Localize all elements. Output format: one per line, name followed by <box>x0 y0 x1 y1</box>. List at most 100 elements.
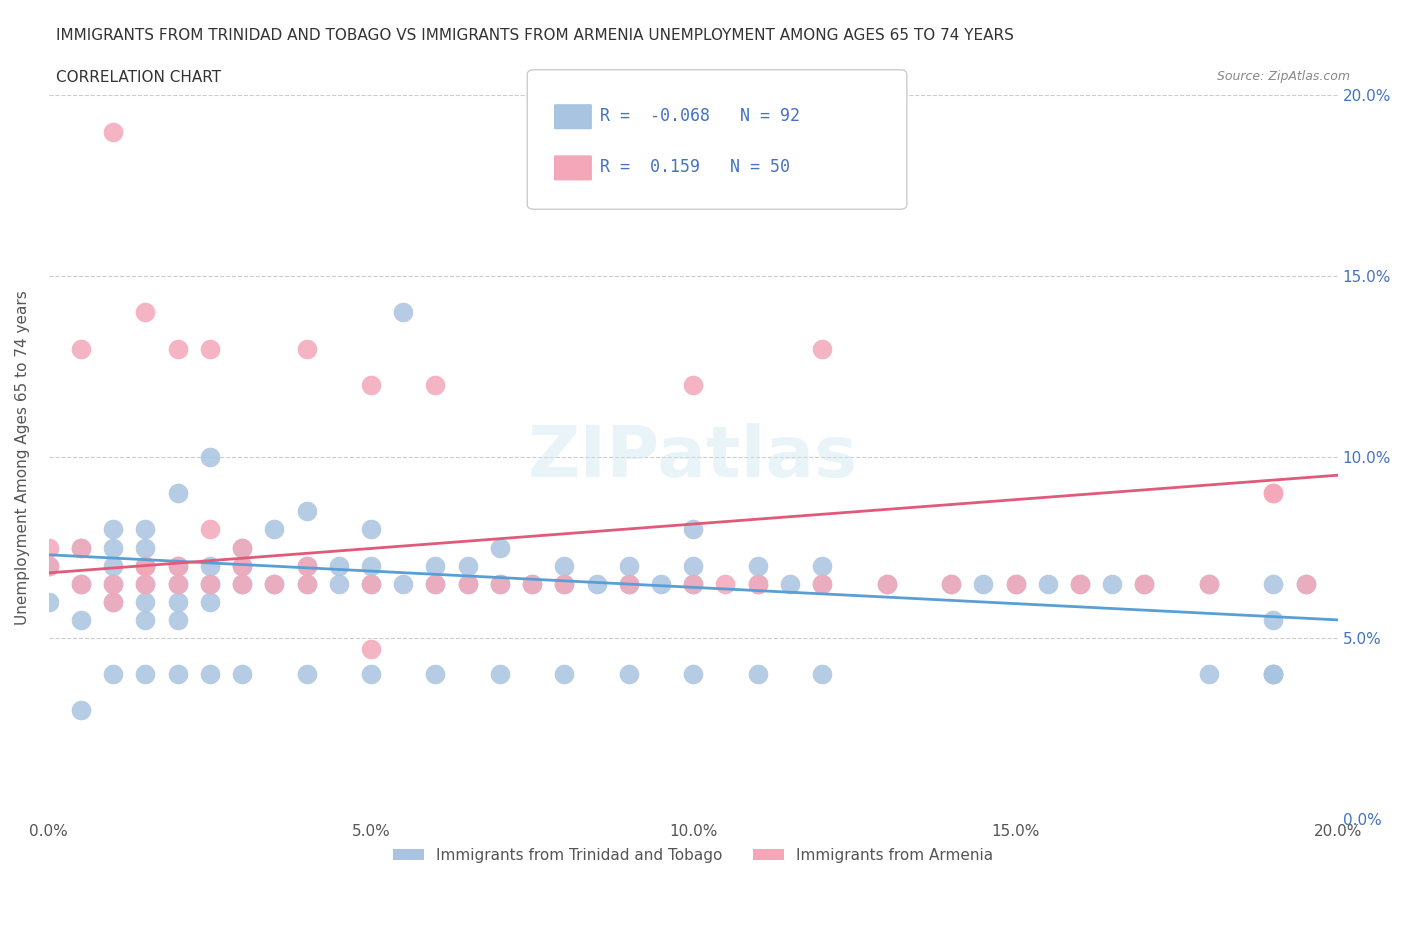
Point <box>1263 577 1285 591</box>
Point <box>617 558 640 573</box>
Point <box>231 558 253 573</box>
Point <box>617 577 640 591</box>
Point <box>876 577 898 591</box>
Text: IMMIGRANTS FROM TRINIDAD AND TOBAGO VS IMMIGRANTS FROM ARMENIA UNEMPLOYMENT AMON: IMMIGRANTS FROM TRINIDAD AND TOBAGO VS I… <box>56 28 1014 43</box>
Point <box>134 558 156 573</box>
Point <box>231 667 253 682</box>
Point <box>38 594 60 609</box>
Point <box>360 642 382 657</box>
Point <box>70 577 93 591</box>
Point <box>70 540 93 555</box>
Point <box>198 522 221 537</box>
Point <box>779 577 801 591</box>
Point <box>198 341 221 356</box>
Point <box>134 558 156 573</box>
Point <box>295 558 318 573</box>
Point <box>103 540 125 555</box>
Point <box>939 577 962 591</box>
Point <box>425 577 447 591</box>
Point <box>231 577 253 591</box>
Point <box>457 558 479 573</box>
Point <box>328 558 350 573</box>
Point <box>134 558 156 573</box>
Point <box>295 341 318 356</box>
Point <box>70 577 93 591</box>
Point <box>1263 613 1285 628</box>
Point <box>553 577 575 591</box>
Point <box>166 577 188 591</box>
Point <box>425 577 447 591</box>
Point <box>1263 667 1285 682</box>
Point <box>166 594 188 609</box>
Point <box>682 378 704 392</box>
Point <box>585 577 607 591</box>
Point <box>876 577 898 591</box>
Point <box>198 594 221 609</box>
Point <box>682 577 704 591</box>
Point <box>425 378 447 392</box>
Point <box>489 540 512 555</box>
Point <box>360 378 382 392</box>
Point <box>811 577 834 591</box>
Point <box>425 558 447 573</box>
Point <box>1133 577 1156 591</box>
Point <box>457 577 479 591</box>
Point <box>134 613 156 628</box>
Point <box>295 667 318 682</box>
Point <box>198 558 221 573</box>
Point <box>198 667 221 682</box>
Point <box>392 305 415 320</box>
Point <box>103 124 125 139</box>
Point <box>972 577 994 591</box>
Point <box>553 558 575 573</box>
Point <box>263 577 285 591</box>
Point <box>457 577 479 591</box>
Point <box>1101 577 1123 591</box>
Y-axis label: Unemployment Among Ages 65 to 74 years: Unemployment Among Ages 65 to 74 years <box>15 290 30 625</box>
Point <box>1069 577 1091 591</box>
Point <box>103 558 125 573</box>
Point <box>166 341 188 356</box>
Point <box>166 558 188 573</box>
Point <box>747 558 769 573</box>
Point <box>1004 577 1026 591</box>
Point <box>134 577 156 591</box>
Point <box>1198 577 1220 591</box>
Point <box>103 594 125 609</box>
Point <box>360 558 382 573</box>
Point <box>682 558 704 573</box>
Point <box>38 558 60 573</box>
Point <box>1198 667 1220 682</box>
Point <box>263 522 285 537</box>
Point <box>360 667 382 682</box>
Text: Source: ZipAtlas.com: Source: ZipAtlas.com <box>1216 70 1350 83</box>
Point <box>489 667 512 682</box>
Point <box>939 577 962 591</box>
Point <box>360 522 382 537</box>
Point <box>811 667 834 682</box>
Point <box>1069 577 1091 591</box>
Text: CORRELATION CHART: CORRELATION CHART <box>56 70 221 85</box>
Point <box>553 667 575 682</box>
Point <box>70 613 93 628</box>
Point <box>103 667 125 682</box>
Point <box>38 558 60 573</box>
Point <box>70 540 93 555</box>
Point <box>295 577 318 591</box>
Point <box>1133 577 1156 591</box>
Point <box>263 577 285 591</box>
Point <box>682 577 704 591</box>
Point <box>392 577 415 591</box>
Point <box>360 577 382 591</box>
Point <box>617 667 640 682</box>
Point <box>360 577 382 591</box>
Point <box>198 577 221 591</box>
Point <box>231 558 253 573</box>
Point <box>103 577 125 591</box>
Point <box>295 577 318 591</box>
Text: R =  -0.068   N = 92: R = -0.068 N = 92 <box>600 107 800 126</box>
Point <box>1036 577 1059 591</box>
Point <box>295 558 318 573</box>
Point <box>1263 667 1285 682</box>
Point <box>134 522 156 537</box>
